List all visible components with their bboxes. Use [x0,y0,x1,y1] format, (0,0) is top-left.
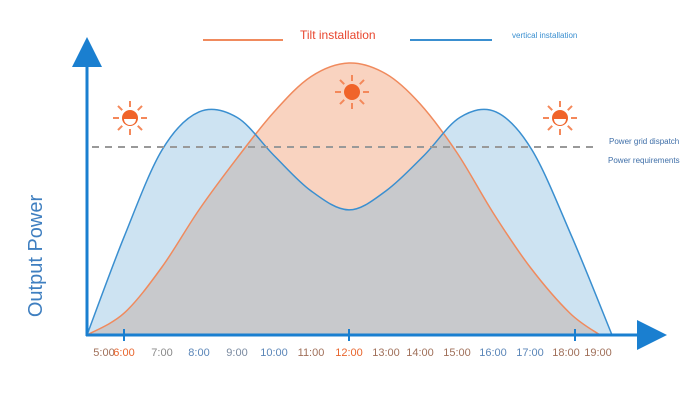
ref-label-grid-dispatch: Power grid dispatch [609,137,679,146]
x-tick-label: 7:00 [151,347,172,359]
x-tick-label: 13:00 [372,347,400,359]
legend-label-vertical[interactable]: vertical installation [512,31,577,40]
y-axis-label: Output Power [25,195,47,318]
x-tick-label: 11:00 [298,347,325,359]
x-tick-label: 10:00 [260,347,288,359]
sun-rising-icon [113,101,147,135]
vertical-installation-line [86,108,613,336]
x-tick-label: 16:00 [479,347,507,359]
x-tick-label: 6:00 [113,347,134,359]
ref-label-power-requirements: Power requirements [608,156,680,165]
x-tick-label: 19:00 [584,347,612,359]
tilt-installation-line [86,62,601,336]
x-tick-label: 9:00 [226,347,247,359]
x-tick-label: 17:00 [516,347,544,359]
sun-setting-icon [543,101,577,135]
x-tick-label: 8:00 [188,347,209,359]
x-tick-label: 15:00 [443,347,471,359]
x-tick-label: 5:00 [93,347,114,359]
x-tick-label: 14:00 [406,347,434,359]
sun-icon [335,75,369,109]
legend-label-tilt[interactable]: Tilt installation [300,28,376,42]
x-tick-label: 12:00 [335,347,363,359]
x-tick-label: 18:00 [552,347,580,359]
